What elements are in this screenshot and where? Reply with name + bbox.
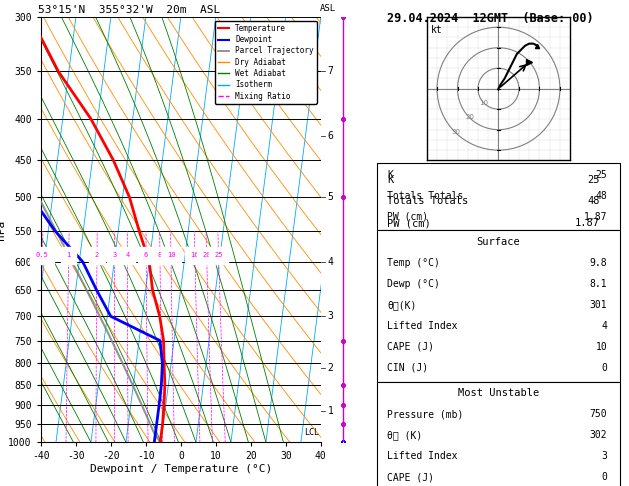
- Text: 4: 4: [125, 252, 130, 259]
- Text: LCL: LCL: [304, 428, 319, 437]
- Text: 3: 3: [328, 311, 333, 321]
- Text: 2: 2: [328, 363, 333, 373]
- Text: 25: 25: [214, 252, 223, 259]
- Text: CAPE (J): CAPE (J): [387, 472, 434, 482]
- Text: 48: 48: [587, 196, 600, 207]
- Legend: Temperature, Dewpoint, Parcel Trajectory, Dry Adiabat, Wet Adiabat, Isotherm, Mi: Temperature, Dewpoint, Parcel Trajectory…: [214, 21, 317, 104]
- Text: CAPE (J): CAPE (J): [387, 342, 434, 352]
- Text: Lifted Index: Lifted Index: [387, 321, 457, 331]
- Text: 48: 48: [596, 191, 608, 201]
- Bar: [377, 382, 620, 486]
- Text: 6: 6: [144, 252, 148, 259]
- Y-axis label: Mixing Ratio (g/kg): Mixing Ratio (g/kg): [340, 174, 350, 285]
- Text: Lifted Index: Lifted Index: [387, 451, 457, 461]
- Text: 10: 10: [167, 252, 175, 259]
- Text: Surface: Surface: [477, 237, 520, 247]
- Text: 302: 302: [590, 430, 608, 440]
- Text: K: K: [387, 170, 393, 180]
- Text: PW (cm): PW (cm): [387, 211, 428, 222]
- Text: 8: 8: [158, 252, 162, 259]
- X-axis label: Dewpoint / Temperature (°C): Dewpoint / Temperature (°C): [90, 464, 272, 474]
- Text: 25: 25: [587, 174, 600, 185]
- Text: K: K: [387, 174, 393, 185]
- Text: 301: 301: [590, 300, 608, 310]
- Text: 10: 10: [596, 342, 608, 352]
- Text: 0: 0: [601, 472, 608, 482]
- Text: 20: 20: [203, 252, 211, 259]
- Text: 29.04.2024  12GMT  (Base: 00): 29.04.2024 12GMT (Base: 00): [387, 12, 593, 25]
- Text: 4: 4: [601, 321, 608, 331]
- Text: 4: 4: [328, 257, 333, 267]
- Text: 6: 6: [328, 131, 333, 141]
- Text: 1.87: 1.87: [584, 211, 608, 222]
- Text: 7: 7: [328, 67, 333, 76]
- Text: 1: 1: [67, 252, 71, 259]
- Text: 1: 1: [328, 406, 333, 416]
- Text: 1.87: 1.87: [575, 218, 600, 228]
- Text: 3: 3: [601, 451, 608, 461]
- Text: 8.1: 8.1: [590, 279, 608, 289]
- Text: Temp (°C): Temp (°C): [387, 258, 440, 268]
- Text: θᴄ (K): θᴄ (K): [387, 430, 422, 440]
- Text: CIN (J): CIN (J): [387, 363, 428, 373]
- Text: 5: 5: [328, 192, 333, 203]
- Text: 16: 16: [191, 252, 199, 259]
- Text: 53°15'N  355°32'W  20m  ASL: 53°15'N 355°32'W 20m ASL: [38, 5, 220, 15]
- Bar: [377, 166, 620, 234]
- Bar: [377, 230, 620, 382]
- Text: 25: 25: [596, 170, 608, 180]
- Text: 750: 750: [590, 409, 608, 419]
- Text: 20: 20: [465, 114, 474, 121]
- Text: kt: kt: [431, 25, 443, 35]
- Text: Pressure (mb): Pressure (mb): [387, 409, 464, 419]
- Bar: [377, 163, 620, 230]
- Text: 0: 0: [601, 363, 608, 373]
- Text: 10: 10: [480, 100, 489, 106]
- Text: Most Unstable: Most Unstable: [458, 388, 539, 399]
- Text: PW (cm): PW (cm): [387, 218, 431, 228]
- Text: Totals Totals: Totals Totals: [387, 191, 464, 201]
- Text: km
ASL: km ASL: [320, 0, 336, 13]
- Text: 0.5: 0.5: [36, 252, 48, 259]
- Text: θᴄ(K): θᴄ(K): [387, 300, 416, 310]
- Y-axis label: hPa: hPa: [0, 220, 6, 240]
- Text: Totals Totals: Totals Totals: [387, 196, 469, 207]
- Text: 30: 30: [451, 129, 460, 135]
- Text: 2: 2: [95, 252, 99, 259]
- Text: Dewp (°C): Dewp (°C): [387, 279, 440, 289]
- Text: 3: 3: [113, 252, 116, 259]
- Text: 9.8: 9.8: [590, 258, 608, 268]
